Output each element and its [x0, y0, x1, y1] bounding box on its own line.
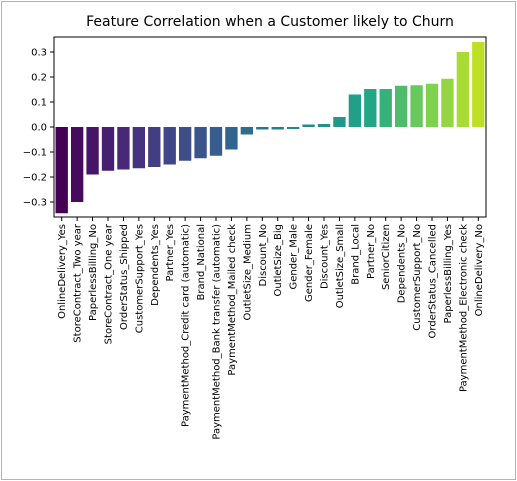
x-tick-label: OnlineDelivery_Yes: [57, 224, 68, 319]
bar-customersupport-no: [410, 85, 423, 127]
y-tick-label: 0.2: [31, 73, 47, 84]
x-tick-label: OrderStatus_Shipped: [119, 224, 130, 330]
x-tick-label: Discount_Yes: [320, 224, 331, 289]
x-tick-label: PaymentMethod_Credit card (automatic): [181, 224, 192, 427]
x-tick-label: CustomerSupport_No: [412, 224, 423, 331]
x-tick-label: Partner_No: [366, 224, 377, 279]
bar-dependents-yes: [148, 127, 161, 167]
y-tick-label: −0.3: [23, 198, 47, 209]
bar-orderstatus-shipped: [117, 127, 130, 170]
bar-paymentmethod-electronic-check: [456, 52, 470, 127]
bar-outletsize-small: [333, 117, 346, 127]
x-axis: OnlineDelivery_Yes StoreContract_Two year…: [57, 217, 485, 440]
bar-paymentmethod-credit-card-automatic: [178, 127, 192, 161]
x-tick-label: OutletSize_Small: [335, 224, 346, 308]
bar-brand-local: [348, 94, 362, 127]
x-tick-label: Gender_Female: [304, 224, 315, 302]
bar-paperlessbilling-no: [86, 127, 99, 175]
y-tick-label: 0.3: [31, 48, 47, 59]
x-tick-label: StoreContract_One year: [104, 223, 115, 344]
x-tick-label: Partner_Yes: [165, 224, 176, 282]
x-tick-label: Brand_National: [196, 224, 207, 300]
bar-dependents-no: [394, 85, 408, 127]
bar-onlinedelivery-no: [472, 42, 485, 127]
bar-paperlessbilling-yes: [441, 78, 454, 127]
x-tick-label: SeniorCitizen: [381, 224, 392, 290]
bar-gender-male: [286, 127, 300, 129]
x-tick-label: PaperlessBilling_No: [88, 224, 99, 321]
x-tick-label: OnlineDelivery_No: [474, 224, 485, 316]
bar-seniorcitizen: [379, 89, 392, 127]
bar-discount-yes: [317, 124, 331, 127]
bar-orderstatus-cancelled: [425, 83, 439, 127]
x-tick-label: PaperlessBilling_Yes: [443, 224, 454, 323]
bar-storecontract-two-year: [70, 127, 84, 202]
bar-partner-yes: [163, 127, 176, 165]
bar-gender-female: [302, 124, 315, 127]
x-tick-label: Discount_No: [258, 224, 269, 287]
x-tick-label: PaymentMethod_Mailed check: [227, 224, 238, 376]
bar-brand-national: [194, 127, 207, 159]
y-tick-label: 0.0: [31, 123, 47, 134]
x-tick-label: PaymentMethod_Electronic check: [458, 224, 469, 392]
x-tick-label: OrderStatus_Cancelled: [428, 224, 439, 338]
bar-onlinedelivery-yes: [55, 127, 68, 214]
bar-storecontract-one-year: [101, 127, 115, 171]
x-tick-label: Dependents_No: [397, 224, 408, 303]
bar-partner-no: [364, 89, 377, 127]
y-tick-label: −0.2: [23, 173, 47, 184]
bar-outletsize-medium: [240, 127, 254, 135]
x-tick-label: PaymentMethod_Bank transfer (automatic): [212, 224, 223, 440]
x-tick-label: CustomerSupport_Yes: [134, 224, 145, 333]
y-tick-label: −0.1: [23, 148, 47, 159]
bar-outletsize-big: [271, 127, 284, 130]
x-tick-label: Gender_Male: [289, 224, 300, 290]
x-tick-label: Brand_Local: [350, 224, 361, 285]
y-axis: −0.3 −0.2 −0.1 0.0 0.1 0.2 0.3: [23, 48, 54, 209]
x-tick-label: StoreContract_Two year: [73, 223, 84, 343]
bar-customersupport-yes: [132, 127, 146, 169]
x-tick-label: OutletSize_Big: [273, 224, 284, 297]
bar-paymentmethod-bank-transfer-automatic: [209, 127, 223, 156]
bar-discount-no: [256, 127, 269, 130]
y-tick-label: 0.1: [31, 98, 47, 109]
bars-group: [55, 42, 485, 214]
x-tick-label: OutletSize_Medium: [242, 224, 253, 321]
bar-paymentmethod-mailed-check: [225, 127, 238, 150]
chart-title: Feature Correlation when a Customer like…: [86, 14, 454, 30]
x-tick-label: Dependents_Yes: [150, 224, 161, 306]
plot-area-border: [53, 36, 487, 218]
